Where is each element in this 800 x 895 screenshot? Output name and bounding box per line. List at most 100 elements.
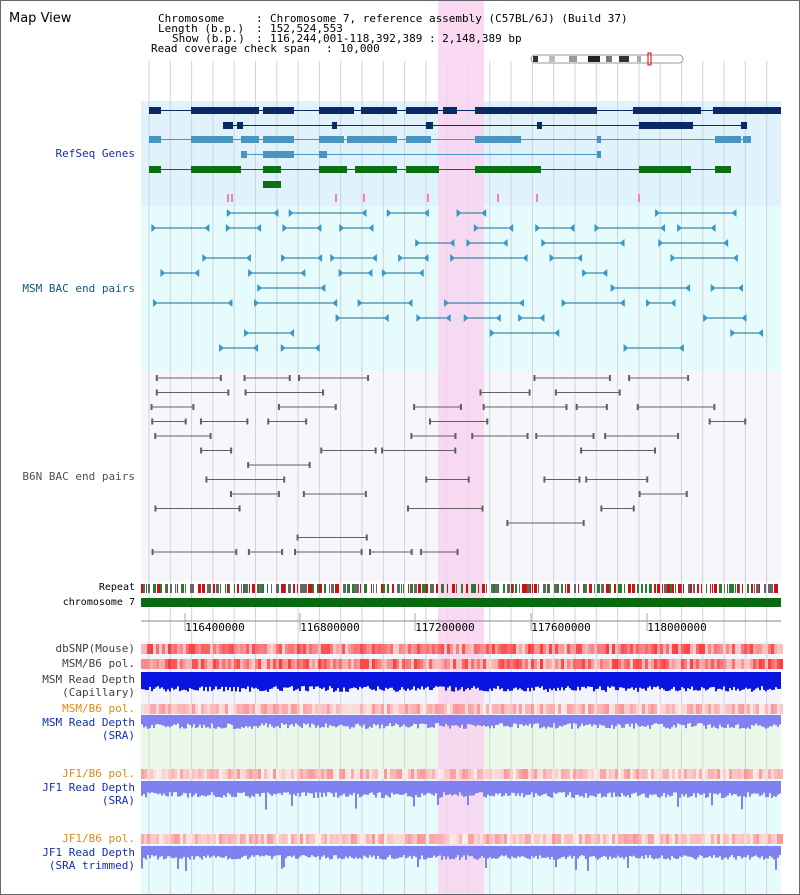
gene-exon <box>223 122 233 129</box>
heat-cell <box>318 644 321 654</box>
heat-cell <box>510 644 513 654</box>
depth-bar <box>577 672 579 687</box>
depth-bar <box>289 715 291 726</box>
depth-bar <box>219 781 221 798</box>
depth-bar <box>259 781 261 797</box>
depth-bar <box>421 715 423 724</box>
heat-cell <box>702 659 705 669</box>
heat-cell <box>342 769 345 779</box>
heat-cell <box>633 644 636 654</box>
heat-cell <box>342 834 345 844</box>
heat-cell <box>678 659 681 669</box>
heat-cell <box>771 834 774 844</box>
repeat-mark <box>774 584 776 593</box>
coverage-label: Read coverage check span <box>151 42 310 55</box>
depth-bar <box>281 672 283 692</box>
depth-bar <box>209 781 211 796</box>
gene-exon <box>263 151 294 158</box>
depth-bar <box>627 715 629 724</box>
bac-end-marker <box>539 314 545 322</box>
depth-bar <box>237 715 239 729</box>
heat-cell <box>576 644 579 654</box>
depth-bar <box>419 715 421 724</box>
heat-cell <box>780 659 783 669</box>
heat-cell <box>600 659 603 669</box>
depth-bar <box>547 715 549 727</box>
depth-bar <box>207 846 209 856</box>
depth-bar <box>645 846 647 856</box>
depth-bar <box>149 715 151 729</box>
heat-cell <box>240 659 243 669</box>
depth-bar <box>433 715 435 728</box>
heat-cell <box>519 659 522 669</box>
heat-cell <box>690 644 693 654</box>
depth-bar <box>617 715 619 724</box>
depth-bar <box>157 846 159 860</box>
track-label-b6n-bac[interactable]: B6N BAC end pairs <box>22 470 135 483</box>
depth-bar <box>567 672 569 687</box>
depth-bar <box>561 781 563 793</box>
heat-cell <box>297 834 300 844</box>
show-label: Show (b.p.) <box>172 32 245 45</box>
depth-bar <box>661 781 663 796</box>
depth-bar <box>461 672 463 688</box>
heat-cell <box>315 659 318 669</box>
heat-cell <box>390 769 393 779</box>
depth-bar <box>207 715 209 728</box>
heat-cell <box>522 644 525 654</box>
heat-cell <box>309 769 312 779</box>
depth-bar <box>303 846 305 856</box>
heat-cell <box>537 769 540 779</box>
heat-cell <box>456 769 459 779</box>
heat-cell <box>258 644 261 654</box>
depth-bar <box>175 846 177 858</box>
gene-exon <box>237 122 243 129</box>
bac-end-marker <box>257 284 263 292</box>
track-label-refseq[interactable]: RefSeq Genes <box>55 147 135 160</box>
depth-bar <box>371 781 373 793</box>
depth-bar <box>277 715 279 727</box>
depth-bar <box>549 781 551 798</box>
depth-bar <box>749 672 751 689</box>
heat-cell <box>567 704 570 714</box>
heat-cell <box>486 769 489 779</box>
heat-cell <box>597 834 600 844</box>
heat-cell <box>510 704 513 714</box>
depth-bar <box>389 672 391 688</box>
track-label-msm-bac[interactable]: MSM BAC end pairs <box>22 282 135 295</box>
repeat-mark <box>293 584 295 593</box>
heat-cell <box>234 644 237 654</box>
repeat-mark <box>756 584 759 593</box>
depth-bar <box>541 672 543 687</box>
depth-bar <box>219 715 221 728</box>
heat-cell <box>159 644 162 654</box>
heat-cell <box>624 704 627 714</box>
heat-cell <box>162 704 165 714</box>
depth-bar <box>551 846 553 857</box>
heat-cell <box>732 659 735 669</box>
heat-cell <box>165 769 168 779</box>
depth-bar <box>487 672 489 692</box>
heat-cell <box>696 659 699 669</box>
heat-cell <box>288 704 291 714</box>
gene-exon <box>426 122 433 129</box>
heat-cell <box>672 644 675 654</box>
depth-bar <box>243 715 245 728</box>
repeat-mark <box>461 584 463 593</box>
heat-cell <box>771 644 774 654</box>
depth-bar <box>709 672 711 688</box>
depth-bar <box>573 781 575 798</box>
depth-bar <box>537 781 539 796</box>
heat-cell <box>693 834 696 844</box>
heat-cell <box>330 704 333 714</box>
heat-cell <box>738 769 741 779</box>
depth-bar <box>535 846 537 856</box>
heat-cell <box>609 659 612 669</box>
depth-bar <box>277 781 279 794</box>
depth-bar <box>593 672 595 692</box>
heat-cell <box>768 659 771 669</box>
heat-cell <box>366 834 369 844</box>
repeat-mark <box>557 584 559 593</box>
repeat-mark <box>675 584 676 593</box>
heat-cell <box>738 834 741 844</box>
